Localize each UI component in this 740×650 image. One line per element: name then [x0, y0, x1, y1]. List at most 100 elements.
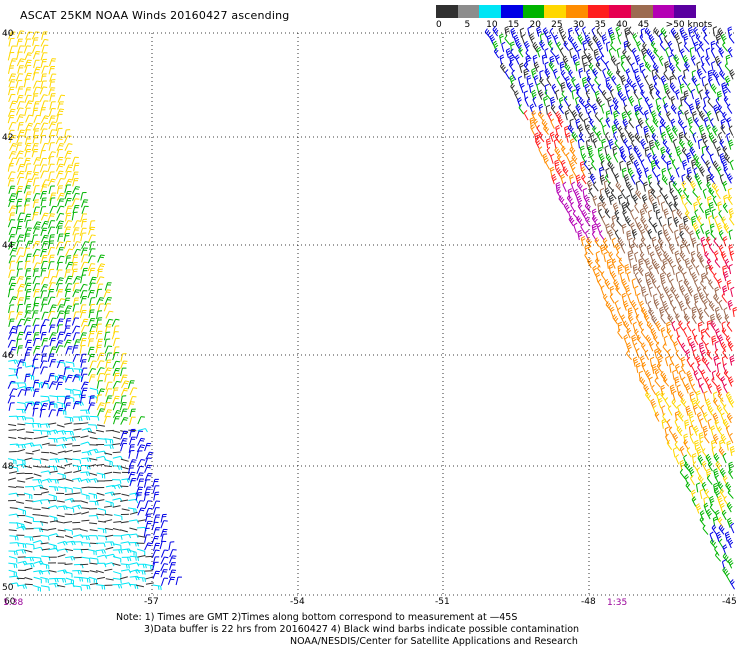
wind-barb	[8, 212, 16, 221]
wind-barb	[704, 208, 710, 219]
wind-barb	[725, 425, 730, 436]
wind-barb	[81, 205, 89, 214]
wind-barb	[695, 503, 702, 514]
wind-barb	[65, 506, 75, 513]
wind-barb	[120, 408, 128, 417]
wind-barb	[104, 452, 113, 456]
wind-barb	[713, 482, 719, 493]
wind-barb	[576, 181, 583, 192]
wind-barb	[72, 528, 81, 530]
wind-barb	[707, 405, 714, 416]
wind-barb	[615, 181, 622, 192]
wind-barb	[730, 522, 735, 534]
wind-barb	[71, 504, 83, 510]
wind-barb	[585, 139, 591, 150]
wind-barb	[105, 553, 116, 559]
wind-barb	[48, 422, 57, 425]
wind-barb	[135, 584, 145, 588]
wind-barb	[700, 404, 705, 416]
wind-barb	[632, 356, 639, 367]
wind-barb	[668, 54, 673, 66]
wind-barb	[680, 194, 686, 205]
wind-barb	[713, 293, 720, 304]
wind-barb	[672, 181, 679, 192]
wind-barb	[713, 468, 719, 479]
wind-barb	[73, 276, 81, 284]
wind-barb	[554, 159, 560, 170]
wind-barb	[121, 493, 130, 497]
wind-barb	[71, 254, 79, 264]
wind-barb	[685, 405, 691, 416]
wind-barb	[642, 202, 649, 213]
wind-barb	[63, 521, 73, 524]
wind-barb	[618, 257, 625, 268]
wind-barb	[7, 288, 14, 298]
wind-barb	[701, 62, 707, 74]
wind-barb	[39, 86, 48, 95]
wind-barb	[65, 555, 76, 561]
wind-barb	[609, 104, 614, 115]
wind-barb	[657, 237, 664, 248]
wind-barb	[15, 107, 24, 116]
wind-barb	[16, 458, 26, 465]
wind-barb	[629, 257, 634, 269]
wind-barb	[720, 341, 727, 353]
wind-barb	[80, 290, 88, 299]
wind-barb	[17, 436, 26, 440]
note-line-1: Note: 1) Times are GMT 2)Times along bot…	[116, 612, 518, 623]
wind-barb	[726, 321, 733, 332]
wind-barb	[626, 160, 632, 171]
wind-barb	[32, 379, 40, 389]
wind-barb	[676, 335, 682, 346]
wind-barb	[718, 47, 725, 58]
wind-barb	[47, 261, 55, 270]
wind-barb	[712, 412, 719, 423]
wind-barb	[627, 145, 633, 156]
wind-barb	[112, 337, 120, 347]
wind-barb	[56, 108, 65, 117]
wind-barb	[568, 209, 573, 220]
wind-barb	[717, 104, 724, 115]
wind-barb	[683, 68, 688, 79]
wind-barb	[25, 219, 32, 229]
wind-barb	[24, 422, 34, 428]
wind-barb	[33, 114, 41, 123]
wind-barb	[136, 472, 144, 481]
wind-barb	[674, 441, 681, 452]
wind-barb	[723, 383, 729, 394]
wind-barb	[698, 314, 705, 325]
wind-barb	[550, 118, 555, 129]
wind-barb	[41, 220, 49, 229]
wind-barb	[64, 269, 71, 278]
wind-barb	[649, 89, 655, 100]
wind-barb	[591, 83, 597, 95]
wind-barb	[670, 103, 677, 114]
wind-barb	[8, 311, 15, 320]
wind-barb	[72, 325, 81, 334]
wind-barb	[591, 103, 598, 114]
wind-barb	[56, 156, 64, 166]
wind-barb	[696, 286, 702, 297]
wind-barb	[489, 34, 496, 45]
wind-barb	[79, 344, 86, 354]
wind-barb	[678, 369, 683, 381]
wind-barb	[168, 541, 175, 551]
wind-barb	[660, 384, 666, 396]
wind-barb	[15, 150, 24, 159]
wind-barb	[669, 82, 676, 93]
wind-barb	[573, 222, 578, 233]
wind-barb	[702, 425, 708, 436]
wind-barb	[690, 55, 696, 66]
wind-barb	[41, 142, 49, 151]
wind-barb	[691, 34, 696, 45]
wind-barb	[33, 436, 42, 440]
wind-barb	[167, 576, 176, 585]
wind-barb	[145, 507, 153, 516]
wind-barb	[571, 89, 576, 100]
wind-barb	[9, 157, 17, 166]
wind-barb	[57, 584, 66, 588]
wind-barb	[57, 298, 66, 307]
wind-barb	[553, 34, 559, 46]
wind-barb	[64, 388, 74, 395]
wind-barb	[33, 560, 44, 566]
